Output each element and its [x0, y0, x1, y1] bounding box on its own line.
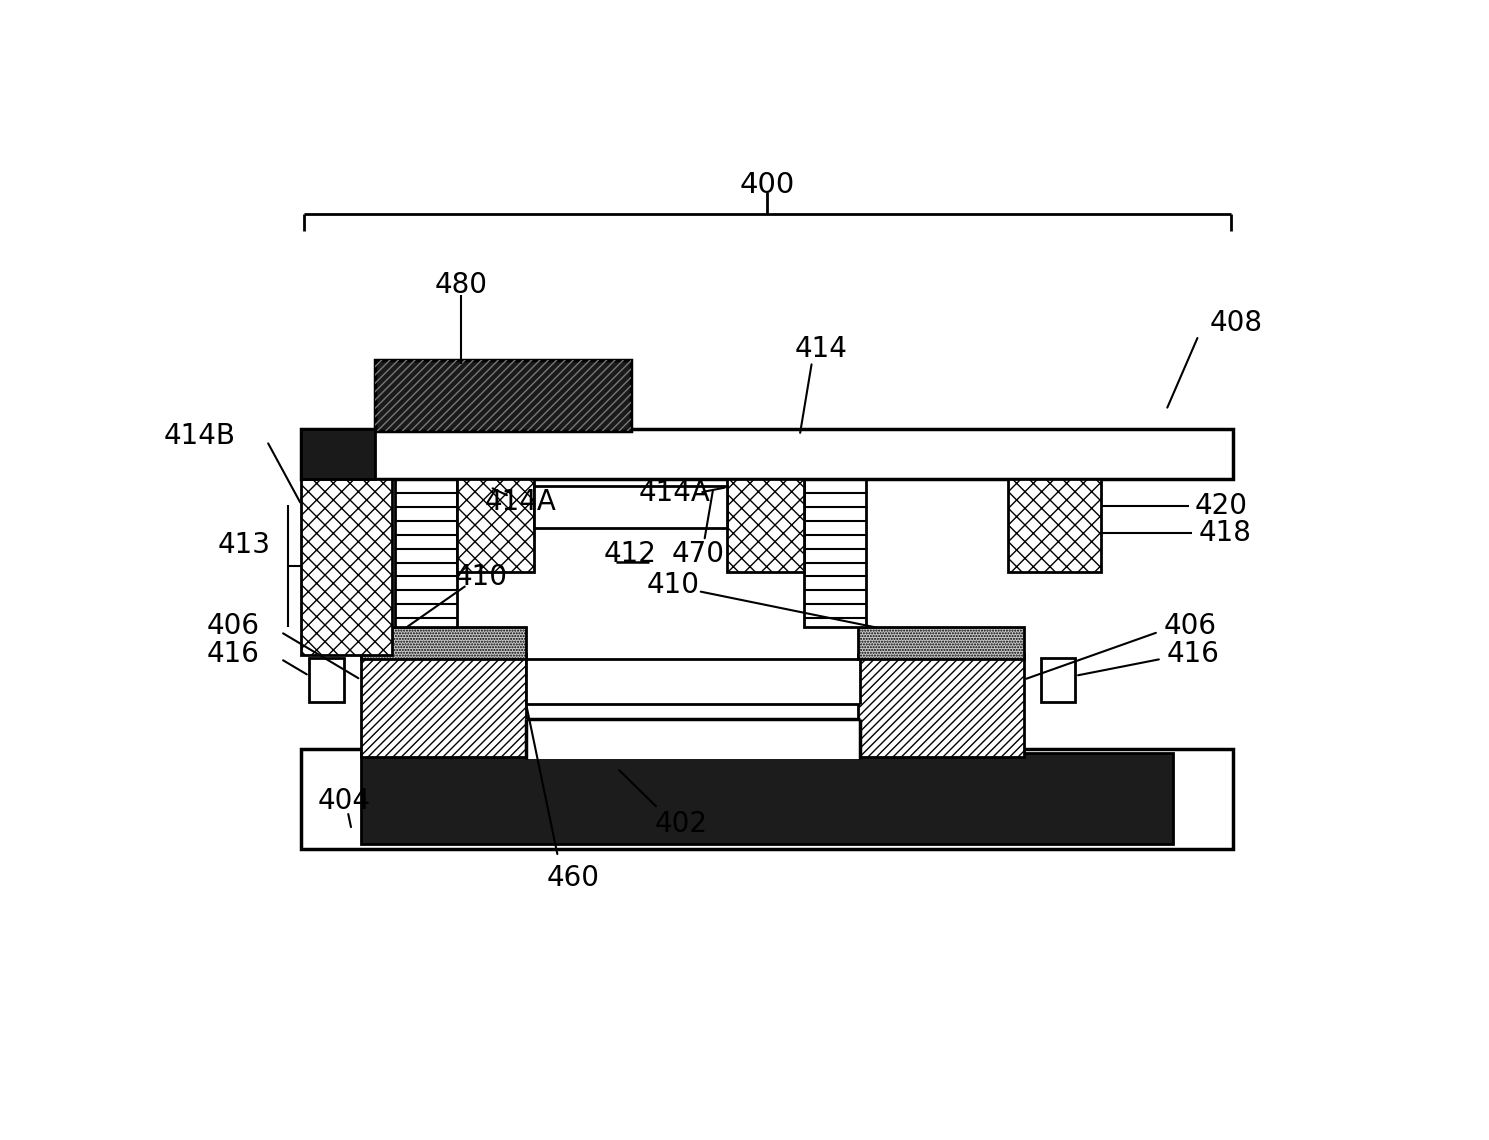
Bar	[301, 749, 1233, 849]
Text: 412: 412	[605, 540, 657, 568]
Text: 400: 400	[740, 171, 795, 200]
Bar	[804, 480, 867, 627]
Bar	[360, 752, 1173, 844]
Text: 416: 416	[207, 641, 259, 668]
Text: 408: 408	[1211, 309, 1263, 337]
Bar	[1041, 658, 1075, 702]
Bar	[858, 654, 1024, 757]
Text: 460: 460	[546, 864, 600, 893]
Text: 416: 416	[1166, 641, 1219, 668]
Bar	[457, 480, 535, 572]
Text: 406: 406	[1164, 612, 1217, 640]
Text: 406: 406	[205, 612, 259, 640]
Text: 414A: 414A	[639, 479, 710, 506]
Text: 410: 410	[454, 563, 508, 592]
Bar	[535, 486, 727, 528]
Bar	[395, 480, 457, 627]
Text: 480: 480	[435, 270, 487, 299]
Polygon shape	[301, 430, 375, 431]
Text: 414B: 414B	[164, 422, 237, 449]
Bar	[375, 360, 631, 431]
Bar	[858, 627, 1024, 659]
Text: 418: 418	[1199, 520, 1251, 547]
Bar	[375, 360, 631, 431]
Bar	[301, 430, 375, 480]
Bar	[360, 654, 526, 757]
Bar	[1008, 480, 1100, 572]
Text: 413: 413	[217, 531, 271, 559]
Bar	[526, 659, 652, 703]
Bar	[677, 659, 859, 703]
Text: 420: 420	[1194, 492, 1248, 520]
Bar	[310, 658, 344, 702]
Text: 414: 414	[795, 335, 847, 364]
Text: 404: 404	[317, 787, 371, 815]
Bar	[360, 627, 526, 659]
Bar	[301, 480, 393, 656]
Bar	[652, 659, 677, 703]
Text: 402: 402	[655, 811, 707, 838]
Bar	[727, 480, 804, 572]
Bar	[301, 430, 1233, 480]
Text: 414A: 414A	[485, 488, 557, 515]
Text: 410: 410	[646, 571, 700, 598]
Bar	[526, 719, 859, 759]
Text: 470: 470	[672, 540, 725, 568]
